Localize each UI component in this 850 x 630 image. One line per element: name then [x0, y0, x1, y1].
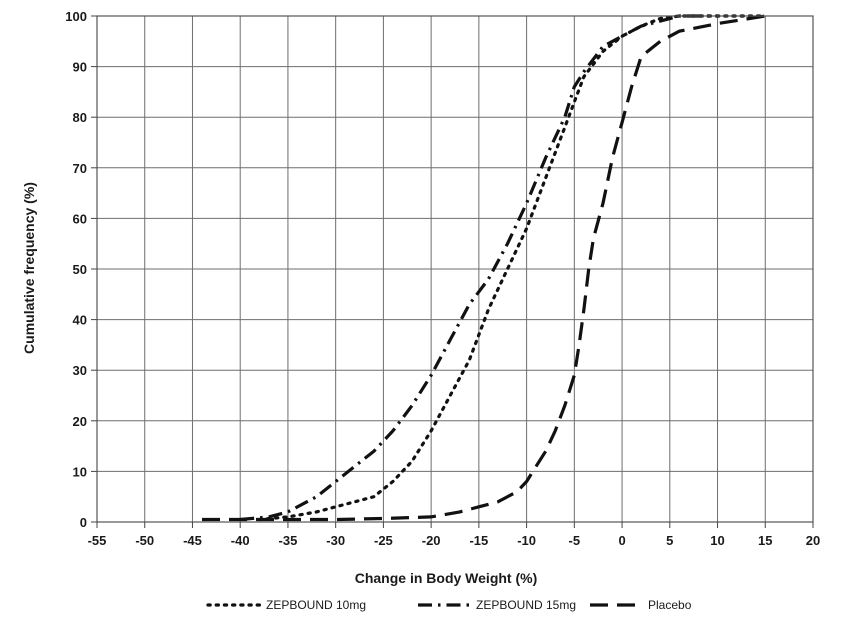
y-tick-label: 80	[73, 110, 87, 125]
series-line-placebo	[202, 14, 766, 522]
y-axis-ticks: 0 10 20 30 40 50 60 70 80 90 100	[65, 9, 97, 530]
x-tick-label: -30	[326, 533, 345, 548]
x-tick-label: -5	[569, 533, 581, 548]
x-tick-label: -15	[469, 533, 488, 548]
x-axis-ticks: -55 -50 -45 -40 -35 -30 -25 -20 -15 -10 -5 0 5 10 15 20	[88, 522, 820, 548]
x-tick-label: -20	[422, 533, 441, 548]
y-tick-label: 100	[65, 9, 87, 24]
y-tick-label: 50	[73, 262, 87, 277]
x-tick-label: -40	[231, 533, 250, 548]
x-tick-label: 20	[806, 533, 820, 548]
x-axis-title: Change in Body Weight (%)	[355, 570, 538, 586]
y-tick-label: 60	[73, 211, 87, 226]
x-tick-label: 0	[618, 533, 625, 548]
y-tick-label: 70	[73, 161, 87, 176]
y-tick-label: 40	[73, 313, 87, 328]
legend-label: Placebo	[648, 598, 692, 612]
y-tick-label: 10	[73, 464, 87, 479]
x-tick-label: 5	[666, 533, 673, 548]
y-tick-label: 90	[73, 60, 87, 75]
legend-label: ZEPBOUND 15mg	[476, 598, 576, 612]
series-lines	[202, 14, 767, 522]
grid-lines	[97, 16, 813, 522]
x-tick-label: -55	[88, 533, 107, 548]
y-tick-label: 20	[73, 414, 87, 429]
y-axis-title: Cumulative frequency (%)	[21, 182, 37, 354]
x-tick-label: -25	[374, 533, 393, 548]
legend-label: ZEPBOUND 10mg	[266, 598, 366, 612]
x-tick-label: -35	[279, 533, 298, 548]
x-tick-label: 15	[758, 533, 772, 548]
x-tick-label: -10	[517, 533, 536, 548]
legend-item-zepbound-10mg: ZEPBOUND 10mg	[206, 598, 366, 612]
legend: ZEPBOUND 10mg ZEPBOUND 15mg Placebo	[206, 598, 692, 612]
legend-item-placebo: Placebo	[590, 598, 692, 612]
x-tick-label: -45	[183, 533, 202, 548]
x-tick-label: -50	[135, 533, 154, 548]
y-tick-label: 30	[73, 363, 87, 378]
legend-item-zepbound-15mg: ZEPBOUND 15mg	[418, 598, 576, 612]
y-tick-label: 0	[80, 515, 87, 530]
x-tick-label: 10	[710, 533, 724, 548]
